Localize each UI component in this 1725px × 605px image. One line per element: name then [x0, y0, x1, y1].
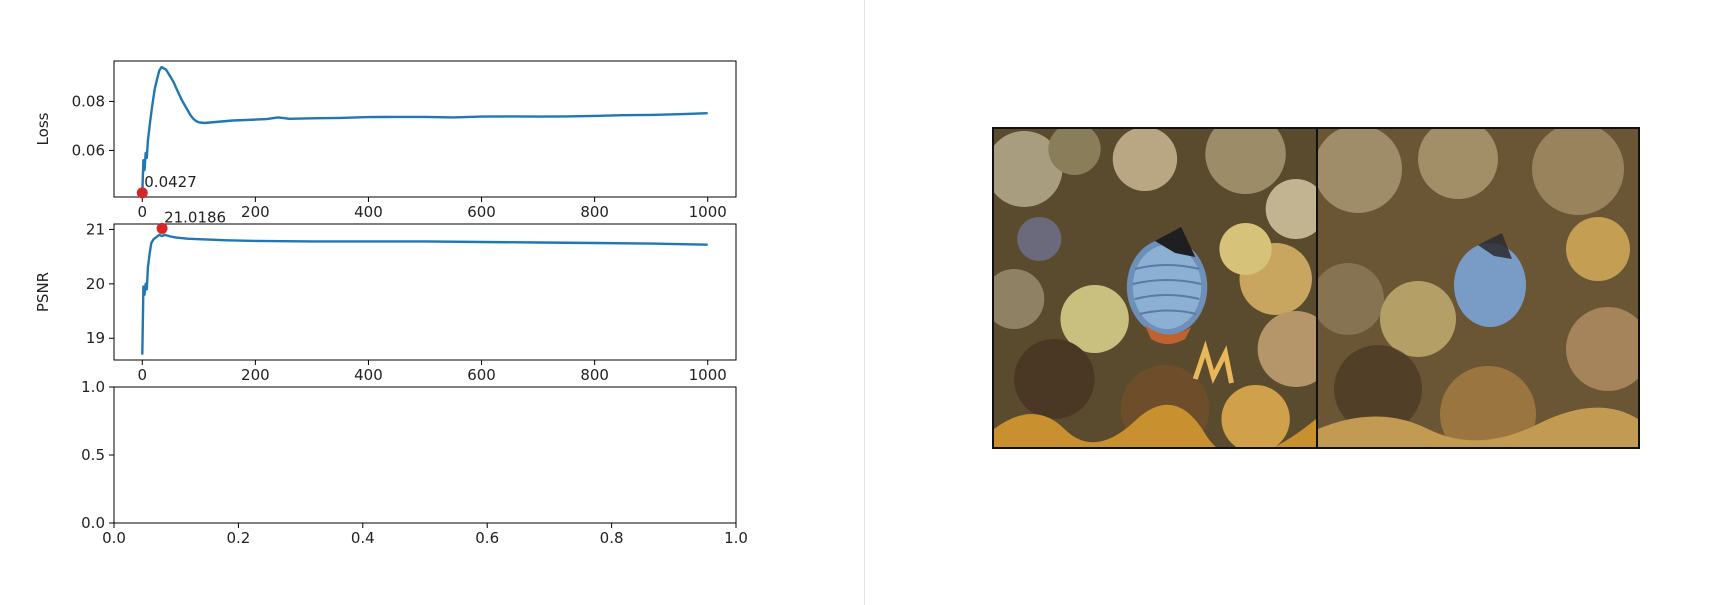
x-tick-label: 0.2: [226, 529, 250, 547]
x-tick-label: 200: [241, 203, 270, 221]
best-value-label: 0.0427: [144, 173, 197, 191]
x-tick-label: 1000: [689, 366, 727, 384]
x-tick-label: 0: [137, 366, 147, 384]
y-tick-label: 0.5: [81, 446, 105, 464]
x-tick-label: 600: [467, 366, 496, 384]
x-tick-label: 200: [241, 366, 270, 384]
plot-frame: [113, 223, 737, 361]
y-tick-label: 21: [86, 220, 105, 238]
series-line: [141, 233, 708, 355]
best-value-label: 21.0186: [164, 208, 226, 226]
x-tick-label: 400: [354, 366, 383, 384]
y-axis-label: Loss: [34, 112, 52, 145]
x-tick-label: 0.8: [600, 529, 624, 547]
chart-2: 0 200 400 600 800 1000 19 20 21 PSNR 21.0186: [34, 208, 737, 384]
training-plots: 0 200 400 600 800 1000 0.06 0.08 Loss 0.0427 0 200 4…: [34, 60, 748, 547]
x-tick-label: 800: [580, 203, 609, 221]
predicted-image: [1318, 129, 1638, 447]
y-axis-label: PSNR: [34, 272, 52, 312]
x-tick-label: 1.0: [724, 529, 748, 547]
series-line: [141, 65, 708, 193]
plot-frame: [113, 60, 737, 198]
y-tick-label: 0.08: [72, 92, 105, 110]
x-tick-label: 600: [467, 203, 496, 221]
chart-3: 0.0 0.2 0.4 0.6 0.8 1.0 0.0 0.5 1.0: [81, 378, 748, 547]
x-tick-label: 0.6: [475, 529, 499, 547]
y-tick-label: 0.0: [81, 514, 105, 532]
y-tick-label: 19: [86, 329, 105, 347]
pane-divider: [864, 0, 865, 605]
x-tick-label: 0.0: [102, 529, 126, 547]
x-tick-label: 1000: [689, 203, 727, 221]
y-tick-label: 0.06: [72, 141, 105, 159]
best-value-marker: [136, 187, 148, 199]
ground-truth-image: [994, 129, 1318, 447]
image-comparison: [992, 127, 1640, 449]
x-tick-label: 0.4: [351, 529, 375, 547]
y-tick-label: 20: [86, 275, 105, 293]
chart-1: 0 200 400 600 800 1000 0.06 0.08 Loss 0.0427: [34, 60, 737, 221]
y-tick-label: 1.0: [81, 378, 105, 396]
x-tick-label: 800: [580, 366, 609, 384]
plot-frame: [113, 386, 737, 524]
x-tick-label: 0: [137, 203, 147, 221]
x-tick-label: 400: [354, 203, 383, 221]
best-value-marker: [156, 222, 168, 234]
